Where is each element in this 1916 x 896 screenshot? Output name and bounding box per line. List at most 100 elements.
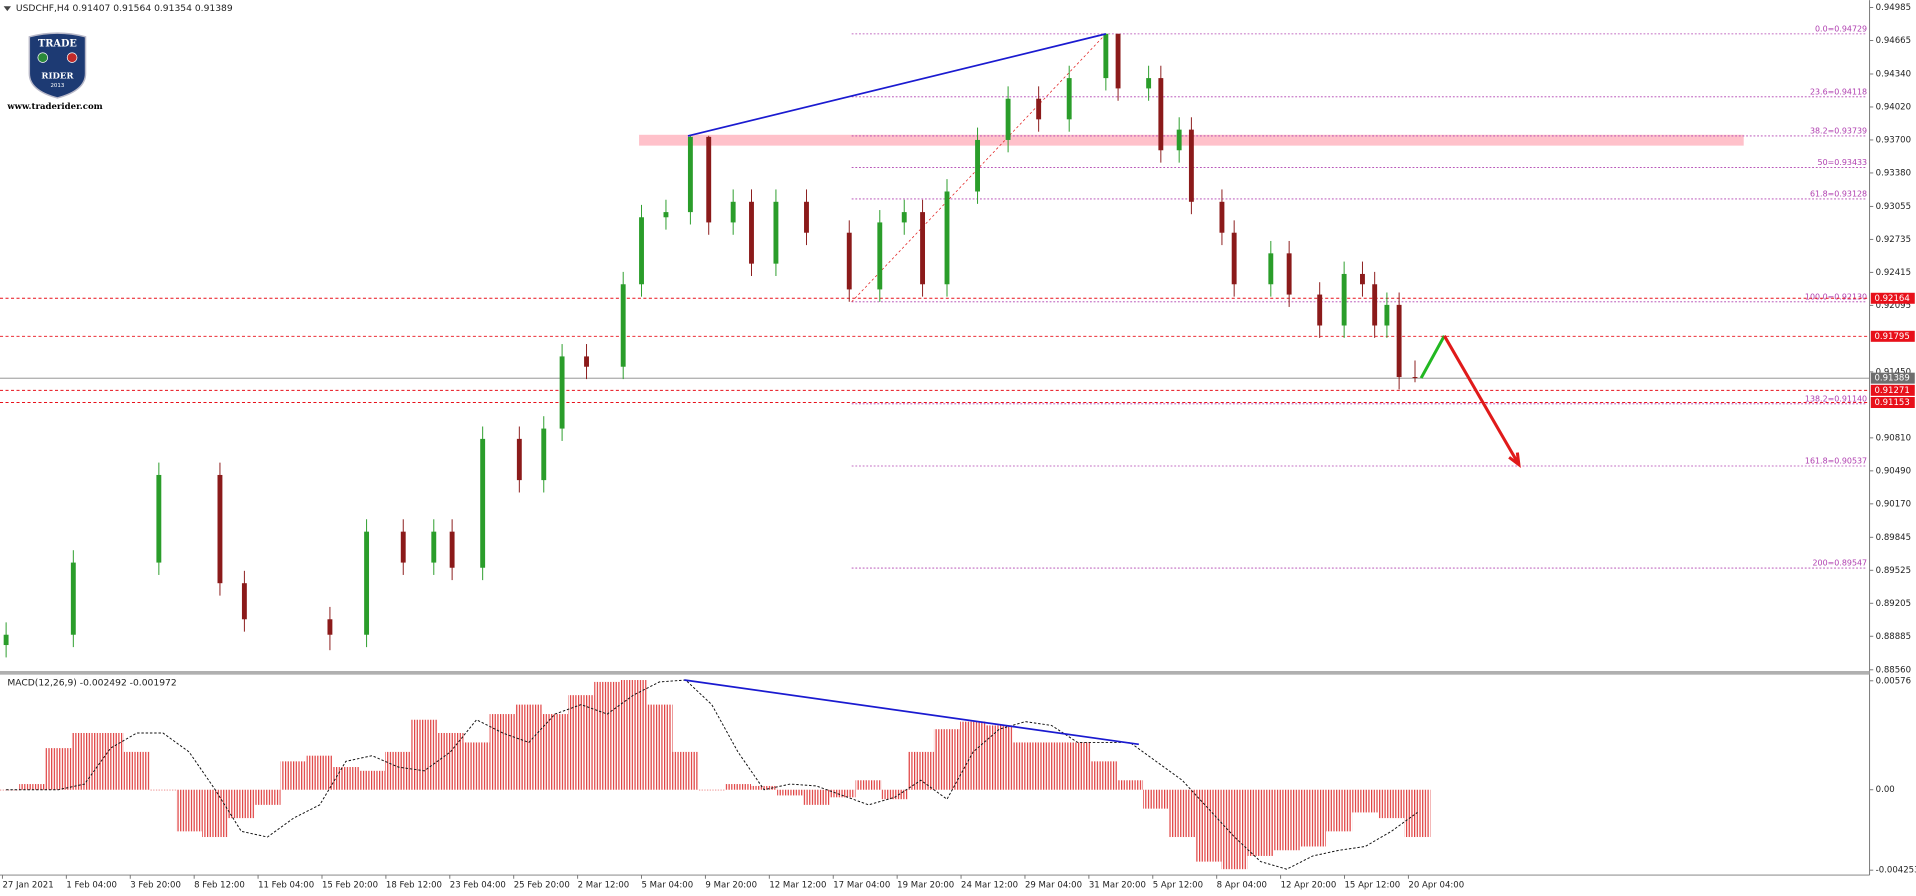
candle-body xyxy=(480,438,486,568)
y-tick-label: 0.90170 xyxy=(1876,499,1911,509)
logo-bottom: RIDER xyxy=(41,71,74,81)
candle-body xyxy=(241,583,247,620)
macd-bar xyxy=(829,789,856,798)
candle-body xyxy=(1231,232,1237,285)
x-tick-label: 1 Feb 04:00 xyxy=(66,880,117,890)
y-tick-label: 0.92095 xyxy=(1876,301,1911,311)
candle-body xyxy=(901,212,907,223)
macd-bar xyxy=(332,767,359,790)
x-tick-label: 3 Feb 20:00 xyxy=(130,880,181,890)
candle-body xyxy=(1188,129,1194,202)
fib-label: 38.2=0.93739 xyxy=(1810,127,1867,136)
macd-bar xyxy=(1090,761,1117,790)
fib-label: 50=0.93433 xyxy=(1818,158,1868,167)
candle-body xyxy=(749,201,754,264)
candle-body xyxy=(1115,33,1121,89)
macd-bar xyxy=(1116,780,1144,790)
panel-divider xyxy=(0,671,1870,675)
candle-body xyxy=(975,139,980,192)
candle-body xyxy=(944,191,950,285)
macd-bar xyxy=(1169,789,1196,838)
macd-bar xyxy=(489,714,516,790)
candle-body xyxy=(687,136,693,213)
macd-bar xyxy=(1352,789,1379,813)
candle-body xyxy=(1176,129,1182,151)
candle-body xyxy=(327,619,333,635)
macd-bar xyxy=(411,719,438,790)
fibonacci: 0.0=0.94729 23.6=0.94118 38.2=0.93739 50=0.… xyxy=(851,24,1868,569)
macd-bar xyxy=(672,751,699,790)
x-tick-label: 9 Mar 20:00 xyxy=(705,880,757,890)
y-tick-label: 0.93055 xyxy=(1876,202,1911,212)
price-level-tag: 0.91153 xyxy=(1874,398,1909,408)
macd-bar xyxy=(1012,742,1039,790)
y-tick-label: 0.88560 xyxy=(1876,665,1911,675)
candle-body xyxy=(217,474,223,584)
macd-bar xyxy=(1299,789,1326,847)
candle-body xyxy=(400,531,406,563)
fib-label: 0.0=0.94729 xyxy=(1815,24,1867,33)
macd-bar xyxy=(855,780,882,790)
macd-bar xyxy=(620,680,647,790)
candle-body xyxy=(730,201,736,223)
x-tick-label: 11 Feb 04:00 xyxy=(258,880,314,890)
candle-body xyxy=(516,438,522,481)
macd-bar xyxy=(1221,789,1248,870)
price-level-tag: 0.91271 xyxy=(1874,386,1909,396)
candle-body xyxy=(1158,78,1164,151)
x-tick-label: 27 Jan 2021 xyxy=(2,880,53,890)
candle-body xyxy=(846,232,852,290)
candle-body xyxy=(3,634,9,646)
candles xyxy=(3,33,1418,658)
x-tick-label: 2 Mar 12:00 xyxy=(578,880,630,890)
logo-icon xyxy=(66,52,78,63)
macd-bar xyxy=(750,785,778,790)
macd-bar xyxy=(568,695,595,790)
macd-bar xyxy=(698,789,725,791)
y-tick-label: 0.88885 xyxy=(1876,632,1911,642)
candle-body xyxy=(1384,304,1390,326)
macd-bar xyxy=(45,748,72,790)
last-price-tag: 0.91389 xyxy=(1874,374,1909,384)
candle-body xyxy=(364,531,370,635)
macd-bar xyxy=(541,714,569,790)
fib-label: 138.2=0.91140 xyxy=(1805,394,1867,403)
candle-body xyxy=(1268,253,1274,285)
x-tick-label: 23 Feb 04:00 xyxy=(450,880,506,890)
candle-body xyxy=(1146,78,1152,89)
x-tick-label: 5 Apr 12:00 xyxy=(1153,880,1203,890)
macd-bar xyxy=(1195,789,1222,862)
fib-label: 61.8=0.93128 xyxy=(1810,190,1867,199)
x-tick-label: 12 Apr 20:00 xyxy=(1281,880,1337,890)
price-level-tag-box xyxy=(1870,292,1915,304)
price-level-tag: 0.91795 xyxy=(1874,332,1909,342)
y-tick-label: 0.91450 xyxy=(1876,367,1911,377)
y-tick-label: 0.89205 xyxy=(1876,599,1911,609)
macd-bar xyxy=(933,729,961,790)
macd-bar xyxy=(123,751,150,790)
x-tick-label: 15 Apr 12:00 xyxy=(1344,880,1400,890)
arrow-head xyxy=(1508,452,1521,469)
candle-body xyxy=(70,562,76,635)
y-tick-label: 0.92735 xyxy=(1876,235,1911,245)
y-tick-label: 0.90490 xyxy=(1876,466,1911,476)
macd-bar xyxy=(280,761,307,790)
candle-body xyxy=(773,201,779,264)
x-tick-label: 17 Mar 04:00 xyxy=(833,880,890,890)
arrow-shaft xyxy=(1443,335,1521,466)
x-tick-label: 24 Mar 12:00 xyxy=(961,880,1018,890)
macd-y-tick-label: 0.00576 xyxy=(1876,676,1911,686)
candle-body xyxy=(584,356,589,367)
macd-bar xyxy=(254,789,281,805)
candle-body xyxy=(1036,98,1042,120)
macd-bar xyxy=(724,784,751,790)
x-tick-label: 8 Apr 04:00 xyxy=(1217,880,1267,890)
y-tick-label: 0.94985 xyxy=(1876,3,1911,13)
y-tick-label: 0.90810 xyxy=(1876,433,1911,443)
macd-bar xyxy=(1378,789,1405,819)
x-tick-label: 15 Feb 20:00 xyxy=(322,880,378,890)
arrow-shaft xyxy=(1419,335,1446,379)
macd-bar xyxy=(777,789,804,796)
x-tick-label: 20 Apr 04:00 xyxy=(1408,880,1464,890)
